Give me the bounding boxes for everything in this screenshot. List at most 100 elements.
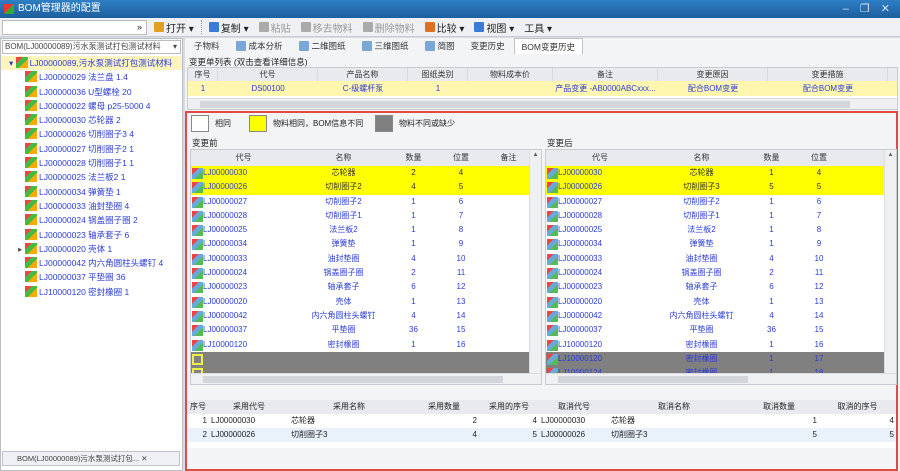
table-row[interactable]: LJ00000020 壳体 1 13 — [191, 295, 541, 309]
tab-0[interactable]: 子物料 — [187, 38, 227, 54]
table-row[interactable]: LJ00000034 弹簧垫 1 9 — [546, 237, 896, 251]
table-row[interactable]: LJ00000042 内六角圆柱头螺钉 4 14 — [191, 309, 541, 323]
tab-1[interactable]: 成本分析 — [229, 38, 290, 54]
table-row[interactable]: LJ00000042 内六角圆柱头螺钉 4 14 — [546, 309, 896, 323]
tree-item[interactable]: LJ00000023 轴承套子 6 — [1, 228, 182, 242]
column-header[interactable]: 名称 — [693, 153, 710, 162]
tree-item[interactable]: LJ10000120 密封橡圈 1 — [1, 285, 182, 299]
column-header[interactable]: 取消名称 — [658, 402, 690, 411]
tab-4[interactable]: 简图 — [418, 38, 462, 54]
table-row[interactable]: 1 DS00100 C-级螺杆泵 1 产品变更 -AB0000ABCxxx... 配合BO… — [188, 81, 897, 96]
tab-2[interactable]: 二维图纸 — [292, 38, 353, 54]
column-header[interactable]: 代号 — [592, 153, 608, 162]
bom-document-tab[interactable]: BOM(LJ00000089)污水泵测试打包... ✕ — [2, 451, 180, 466]
column-header[interactable]: 代号 — [218, 68, 318, 81]
tree-item[interactable]: LJ00000022 螺母 p25-5000 4 — [1, 99, 182, 113]
toolbar-combo[interactable]: » — [2, 19, 147, 35]
tree-item[interactable]: LJ00000029 法兰盘 1.4 — [1, 70, 182, 84]
table-row[interactable]: LJ00000028 切削圈子1 1 7 — [546, 209, 896, 223]
table-row[interactable]: LJ00000027 切削圈子2 1 6 — [191, 195, 541, 209]
table-row[interactable]: LJ00000026 切削圈子3 5 5 — [546, 180, 896, 195]
tree-item[interactable]: LJ00000025 法兰板2 1 — [1, 170, 182, 184]
table-row[interactable]: LJ00000024 锅盖圈子圈 2 11 — [546, 266, 896, 280]
toolbar-button-6[interactable]: 视图 ▾ — [469, 19, 519, 36]
tree-item[interactable]: LJ00000036 U型螺栓 20 — [1, 85, 182, 99]
table-row[interactable]: LJ00000026 切削圈子2 4 5 — [191, 180, 541, 195]
column-header[interactable]: 位置 — [453, 153, 469, 162]
column-header[interactable]: 名称 — [335, 153, 352, 162]
table-row[interactable]: LJ00000023 轴承套子 6 12 — [546, 280, 896, 294]
tree-item[interactable]: LJ00000026 切削圈子3 4 — [1, 127, 182, 141]
table-row[interactable]: LJ00000033 油封垫圈 4 10 — [191, 252, 541, 266]
toolbar-button-2[interactable]: 粘贴 — [254, 19, 296, 36]
tree-item[interactable]: LJ00000042 内六角圆柱头螺钉 4 — [1, 256, 182, 270]
column-header[interactable]: 取消代号 — [558, 402, 590, 411]
table-row[interactable]: 1 LJ00000030 芯轮器 2 4 LJ00000030 芯轮器 1 4 — [187, 414, 896, 428]
tree-item[interactable]: LJ00000028 切削圈子1 1 — [1, 156, 182, 170]
table-row[interactable]: LJ00000027 切削圈子2 1 6 — [546, 195, 896, 209]
toolbar-button-0[interactable]: 打开 ▾ — [149, 19, 199, 36]
vertical-scrollbar[interactable]: ▴ — [884, 150, 896, 384]
column-header[interactable]: 变更原因 — [658, 68, 768, 81]
table-row[interactable]: LJ10000120 密封橡圈 1 17 — [546, 351, 896, 367]
table-row[interactable] — [191, 351, 541, 367]
column-header[interactable]: 采用的序号 — [489, 402, 529, 411]
toolbar-button-4[interactable]: 删除物料 — [358, 19, 420, 36]
horizontal-scrollbar[interactable] — [546, 373, 896, 384]
tree-item[interactable]: LJ00000033 油封垫圈 4 — [1, 199, 182, 213]
column-header[interactable]: 序号 — [188, 68, 218, 81]
tab-3[interactable]: 三维图纸 — [355, 38, 416, 54]
tree-root[interactable]: ▾ LJ00000089,污水泵测试打包测试材料 — [1, 56, 182, 71]
table-row[interactable]: LJ00000023 轴承套子 6 12 — [191, 280, 541, 294]
column-header[interactable]: 取消数量 — [763, 402, 795, 411]
tree-item[interactable]: LJ00000034 弹簧垫 1 — [1, 185, 182, 199]
table-row[interactable]: LJ00000020 壳体 1 13 — [546, 295, 896, 309]
window-controls[interactable]: – ❐ ✕ — [842, 3, 894, 15]
toolbar-button-5[interactable]: 比较 ▾ — [420, 19, 470, 36]
column-header[interactable]: 采用名称 — [333, 402, 365, 411]
column-header[interactable]: 数量 — [405, 153, 422, 162]
tree-item[interactable]: LJ00000024 锅盖圈子圈 2 — [1, 213, 182, 227]
column-header[interactable]: 序号 — [190, 402, 206, 411]
column-header[interactable]: 采用数量 — [428, 402, 460, 411]
column-header[interactable]: 代号 — [235, 153, 252, 162]
table-row[interactable]: LJ00000030 芯轮器 2 4 — [191, 166, 541, 181]
column-header[interactable]: 数量 — [763, 153, 780, 162]
toolbar-button-1[interactable]: 复制 ▾ — [204, 19, 254, 36]
vertical-scrollbar[interactable]: ▴ — [529, 150, 541, 384]
tab-6[interactable]: BOM变更历史 — [513, 38, 583, 54]
column-header[interactable]: 产品名称 — [318, 68, 408, 81]
table-row[interactable]: LJ00000034 弹簧垫 1 9 — [191, 237, 541, 251]
toolbar-button-7[interactable]: 工具 ▾ — [519, 19, 557, 36]
table-row[interactable]: 2 LJ00000026 切削圈子3 4 5 LJ00000026 切削圈子3 5 5 — [187, 428, 896, 442]
column-header[interactable]: 采用代号 — [233, 402, 265, 411]
column-header[interactable]: 取消的序号 — [837, 402, 878, 411]
bom-selector[interactable]: BOM(LJ00000089)污水泵测试打包测试材料 ▾ — [2, 40, 181, 54]
tree-item[interactable]: LJ00000027 切削圈子2 1 — [1, 142, 182, 156]
table-row[interactable]: LJ00000033 油封垫圈 4 10 — [546, 252, 896, 266]
horizontal-scrollbar[interactable] — [191, 373, 541, 384]
table-row[interactable]: LJ00000025 法兰板2 1 8 — [191, 223, 541, 237]
tab-5[interactable]: 变更历史 — [464, 38, 512, 54]
table-row[interactable]: LJ00000028 切削圈子1 1 7 — [191, 209, 541, 223]
table-row[interactable]: LJ10000120 密封橡圈 1 16 — [191, 338, 541, 352]
horizontal-scrollbar[interactable] — [188, 98, 897, 109]
tree-item[interactable]: ▸ LJ00000020 壳体 1 — [1, 242, 182, 256]
tree-item[interactable]: LJ00000037 平垫圈 36 — [1, 270, 182, 284]
expand-icon[interactable]: ▸ — [18, 243, 23, 254]
table-row[interactable]: LJ00000037 平垫圈 36 15 — [191, 323, 541, 337]
column-header[interactable]: 位置 — [811, 153, 827, 162]
column-header[interactable]: 备注 — [500, 153, 517, 162]
table-row[interactable]: LJ00000025 法兰板2 1 8 — [546, 223, 896, 237]
column-header[interactable]: 物料成本价 — [468, 68, 553, 81]
table-row[interactable]: LJ00000024 锅盖圈子圈 2 11 — [191, 266, 541, 280]
collapse-icon[interactable]: ▾ — [9, 58, 16, 68]
toolbar-button-3[interactable]: 移去物料 — [296, 19, 358, 36]
table-row[interactable]: LJ00000030 芯轮器 1 4 — [546, 166, 896, 181]
tree-item[interactable]: LJ00000030 芯轮器 2 — [1, 113, 182, 127]
close-icon[interactable]: ✕ — [141, 454, 148, 463]
column-header[interactable]: 备注 — [553, 68, 658, 81]
table-row[interactable]: LJ10000120 密封橡圈 1 16 — [546, 338, 896, 352]
column-header[interactable]: 变更措施 — [768, 68, 888, 81]
table-row[interactable]: LJ00000037 平垫圈 36 15 — [546, 323, 896, 337]
